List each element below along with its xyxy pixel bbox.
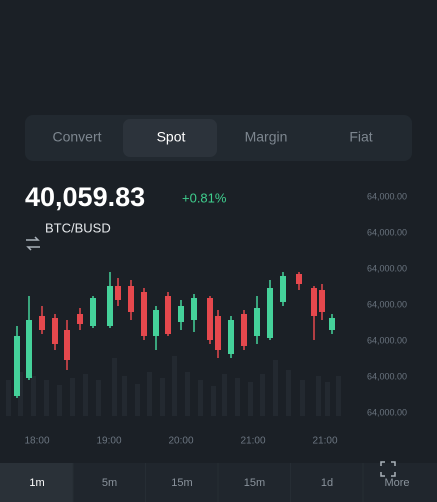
pair: BTC/BUSD bbox=[45, 220, 111, 235]
price-change: +0.81% bbox=[182, 190, 227, 205]
tab-selected-bg bbox=[123, 119, 217, 157]
interval[interactable]: 15m bbox=[171, 477, 192, 489]
x-axis-label: 18:00 bbox=[24, 436, 49, 447]
price: 40,059.83 bbox=[25, 182, 145, 212]
interval[interactable]: 5m bbox=[102, 477, 117, 489]
more-label[interactable]: More bbox=[384, 477, 409, 489]
x-axis-label: 19:00 bbox=[96, 436, 121, 447]
tab[interactable]: Spot bbox=[157, 129, 186, 145]
x-axis-label: 20:00 bbox=[168, 436, 193, 447]
tab[interactable]: Convert bbox=[52, 129, 101, 145]
y-axis-label: 64,000.00 bbox=[367, 191, 407, 201]
swap-icon[interactable] bbox=[26, 236, 40, 251]
y-axis-label: 64,000.00 bbox=[367, 371, 407, 381]
tab-bar bbox=[25, 115, 412, 161]
y-axis-label: 64,000.00 bbox=[367, 263, 407, 273]
interval[interactable]: 15m bbox=[244, 477, 265, 489]
interval[interactable]: 1m bbox=[29, 477, 44, 489]
interval-selected-bg bbox=[0, 463, 73, 502]
x-axis-label: 21:00 bbox=[240, 436, 265, 447]
tab[interactable]: Margin bbox=[245, 129, 288, 145]
green-candles bbox=[14, 276, 335, 396]
x-axis-label: 21:00 bbox=[312, 436, 337, 447]
red-candles bbox=[39, 274, 325, 360]
tab[interactable]: Fiat bbox=[349, 129, 372, 145]
y-axis-label: 64,000.00 bbox=[367, 227, 407, 237]
y-axis-label: 64,000.00 bbox=[367, 335, 407, 345]
volume-bars bbox=[6, 356, 341, 416]
interval[interactable]: 1d bbox=[321, 477, 333, 489]
y-axis-label: 64,000.00 bbox=[367, 299, 407, 309]
more-icon[interactable] bbox=[380, 461, 396, 477]
y-axis-label: 64,000.00 bbox=[367, 407, 407, 417]
